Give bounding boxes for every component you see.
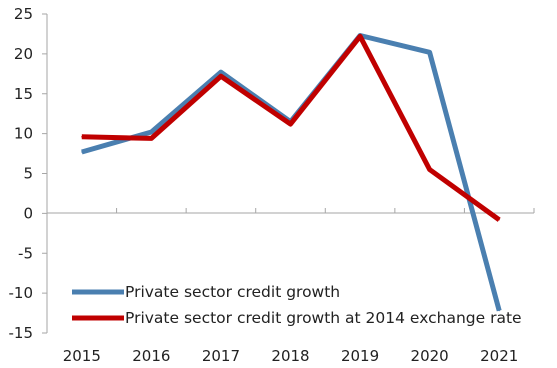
- x-tick-label: 2019: [341, 347, 379, 365]
- data-point-series-2: [498, 219, 500, 221]
- data-point-series-2: [150, 137, 152, 140]
- x-tick-label: 2018: [271, 347, 309, 365]
- legend: Private sector credit growth Private sect…: [72, 283, 522, 327]
- data-point-series-1: [498, 310, 500, 312]
- data-point-series-1: [220, 71, 222, 73]
- x-tick-label: 2020: [411, 347, 449, 365]
- series-layer: [81, 33, 502, 312]
- y-tick-label: 25: [14, 5, 33, 23]
- x-tick-label: 2016: [132, 347, 170, 365]
- data-point-series-1: [150, 131, 152, 133]
- x-tick-label: 2017: [202, 347, 240, 365]
- x-tick-label: 2021: [480, 347, 518, 365]
- series-line-2: [81, 33, 501, 222]
- y-tick-label: 20: [14, 45, 33, 63]
- data-point-series-2: [220, 75, 222, 77]
- y-tick-label: 15: [14, 85, 33, 103]
- y-tick-label: 10: [14, 125, 33, 143]
- y-axis: 25 20 15 10 5 0 -5 -10 -15: [9, 5, 48, 342]
- data-point-series-2: [289, 123, 292, 125]
- data-point-series-1: [429, 51, 431, 53]
- y-tick-label: -10: [9, 284, 34, 302]
- data-point-series-1: [81, 151, 83, 153]
- y-tick-label: -5: [18, 244, 33, 262]
- x-axis: 2015 2016 2017 2018 2019 2020 2021: [46, 208, 535, 365]
- legend-label-2: Private sector credit growth at 2014 exc…: [125, 309, 522, 327]
- legend-label-1: Private sector credit growth: [125, 283, 340, 301]
- y-tick-label: 5: [23, 165, 33, 183]
- y-tick-label: 0: [23, 204, 33, 222]
- data-point-series-2: [359, 35, 361, 37]
- y-tick-label: -15: [9, 324, 34, 342]
- data-point-series-2: [81, 136, 83, 138]
- data-point-series-2: [429, 168, 431, 171]
- x-tick-label: 2015: [63, 347, 101, 365]
